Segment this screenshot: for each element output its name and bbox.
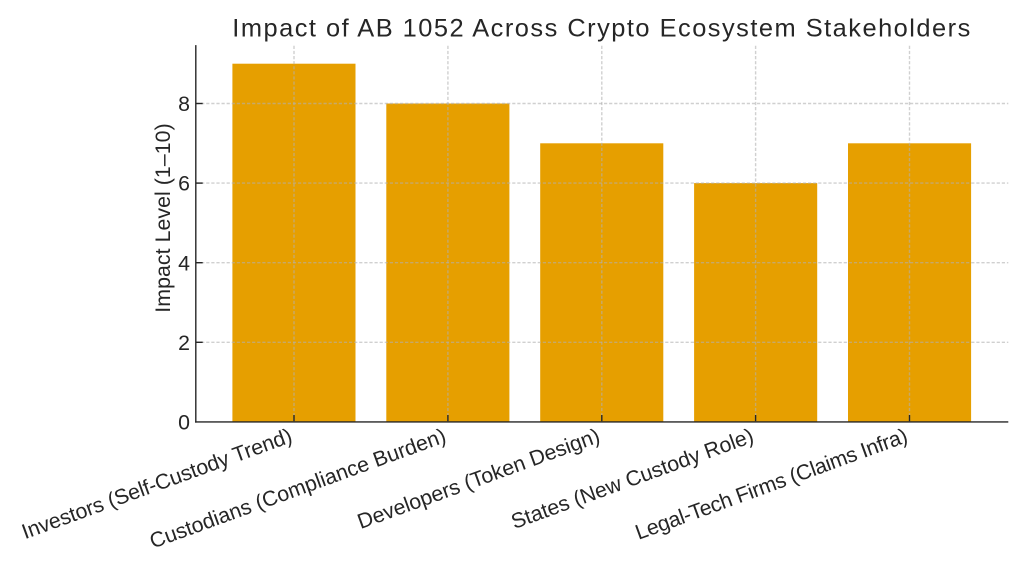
svg-text:8: 8 <box>178 92 190 116</box>
svg-text:Impact Level (1–10): Impact Level (1–10) <box>151 123 175 312</box>
svg-text:4: 4 <box>178 251 190 275</box>
svg-text:6: 6 <box>178 172 190 196</box>
svg-text:2: 2 <box>178 331 190 355</box>
svg-text:Impact of AB 1052 Across Crypt: Impact of AB 1052 Across Crypto Ecosyste… <box>232 14 970 42</box>
svg-text:0: 0 <box>178 411 190 435</box>
